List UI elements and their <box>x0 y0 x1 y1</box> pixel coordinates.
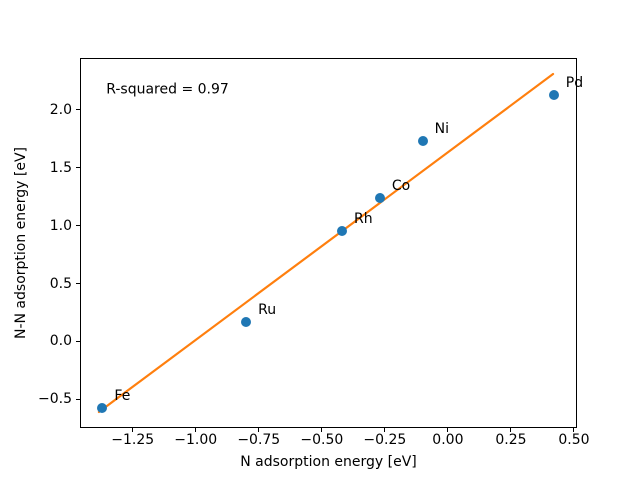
y-tick-label: 0.5 <box>49 275 72 292</box>
x-tick-label: −0.25 <box>363 432 407 448</box>
y-tick-mark <box>76 109 80 111</box>
x-tick-label: −0.75 <box>237 432 281 448</box>
y-tick-label: −0.5 <box>38 391 72 408</box>
x-tick-label: −1.25 <box>111 432 155 448</box>
x-tick-mark <box>573 428 575 432</box>
x-tick-mark <box>258 428 260 432</box>
scatter-point-rh <box>336 226 347 237</box>
x-tick-label: 0.50 <box>558 432 590 448</box>
y-tick-label: 2.0 <box>49 101 72 118</box>
point-label-ru: Ru <box>258 301 277 318</box>
x-tick-label: −0.50 <box>300 432 344 448</box>
y-tick-mark <box>76 398 80 400</box>
point-label-ni: Ni <box>434 121 450 138</box>
y-tick-label: 0.0 <box>49 333 72 350</box>
y-tick-label: 1.0 <box>49 217 72 234</box>
scatter-point-co <box>374 192 385 203</box>
point-label-fe: Fe <box>114 388 131 405</box>
x-tick-label: 0.00 <box>432 432 464 448</box>
x-tick-mark <box>447 428 449 432</box>
plot-area: R-squared = 0.97 Fe Ru Rh Co Ni Pd <box>80 58 583 428</box>
y-axis-label: N-N adsorption energy [eV] <box>13 146 29 340</box>
scatter-point-fe <box>97 403 108 414</box>
y-tick-mark <box>76 225 80 227</box>
scatter-point-ni <box>417 136 428 147</box>
point-label-pd: Pd <box>565 74 584 91</box>
x-tick-mark <box>321 428 323 432</box>
x-tick-mark <box>132 428 134 432</box>
y-tick-label: 1.5 <box>49 159 72 176</box>
scatter-point-pd <box>548 89 559 100</box>
x-tick-label: −1.00 <box>174 432 218 448</box>
point-label-rh: Rh <box>353 211 373 228</box>
x-tick-mark <box>510 428 512 432</box>
y-tick-mark <box>76 167 80 169</box>
fit-line <box>97 72 555 414</box>
point-label-co: Co <box>391 177 411 194</box>
scatter-point-ru <box>241 316 252 327</box>
x-axis-label: N adsorption energy [eV] <box>240 454 417 470</box>
x-tick-mark <box>384 428 386 432</box>
r-squared-annotation: R-squared = 0.97 <box>106 81 229 98</box>
y-tick-mark <box>76 283 80 284</box>
fit-line-path <box>97 72 555 414</box>
x-tick-mark <box>195 428 197 432</box>
x-tick-label: 0.25 <box>495 432 527 448</box>
y-tick-mark <box>76 340 80 342</box>
